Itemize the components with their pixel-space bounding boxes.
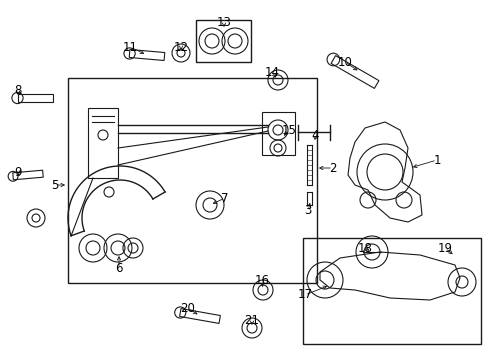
Text: 16: 16 (254, 274, 269, 287)
Text: 7: 7 (221, 192, 228, 204)
Text: 13: 13 (216, 15, 231, 28)
Text: 1: 1 (432, 153, 440, 166)
Bar (262, 112, 294, 155)
Text: 9: 9 (14, 166, 21, 179)
Bar (68, 78, 316, 283)
Text: 20: 20 (180, 302, 195, 315)
Text: 15: 15 (281, 123, 296, 136)
Text: 11: 11 (122, 41, 137, 54)
Text: 4: 4 (311, 129, 318, 141)
Bar (303, 238, 480, 344)
Bar (196, 20, 250, 62)
Text: 21: 21 (244, 314, 259, 327)
Text: 19: 19 (437, 242, 451, 255)
Text: 3: 3 (304, 203, 311, 216)
Text: 14: 14 (264, 66, 279, 78)
Text: 17: 17 (297, 288, 312, 302)
Text: 10: 10 (337, 55, 352, 68)
Text: 6: 6 (115, 261, 122, 275)
Bar (88, 108, 118, 178)
Text: 8: 8 (14, 84, 21, 96)
Text: 12: 12 (173, 41, 188, 54)
Text: 5: 5 (51, 179, 59, 192)
Text: 18: 18 (357, 242, 372, 255)
Text: 2: 2 (328, 162, 336, 175)
